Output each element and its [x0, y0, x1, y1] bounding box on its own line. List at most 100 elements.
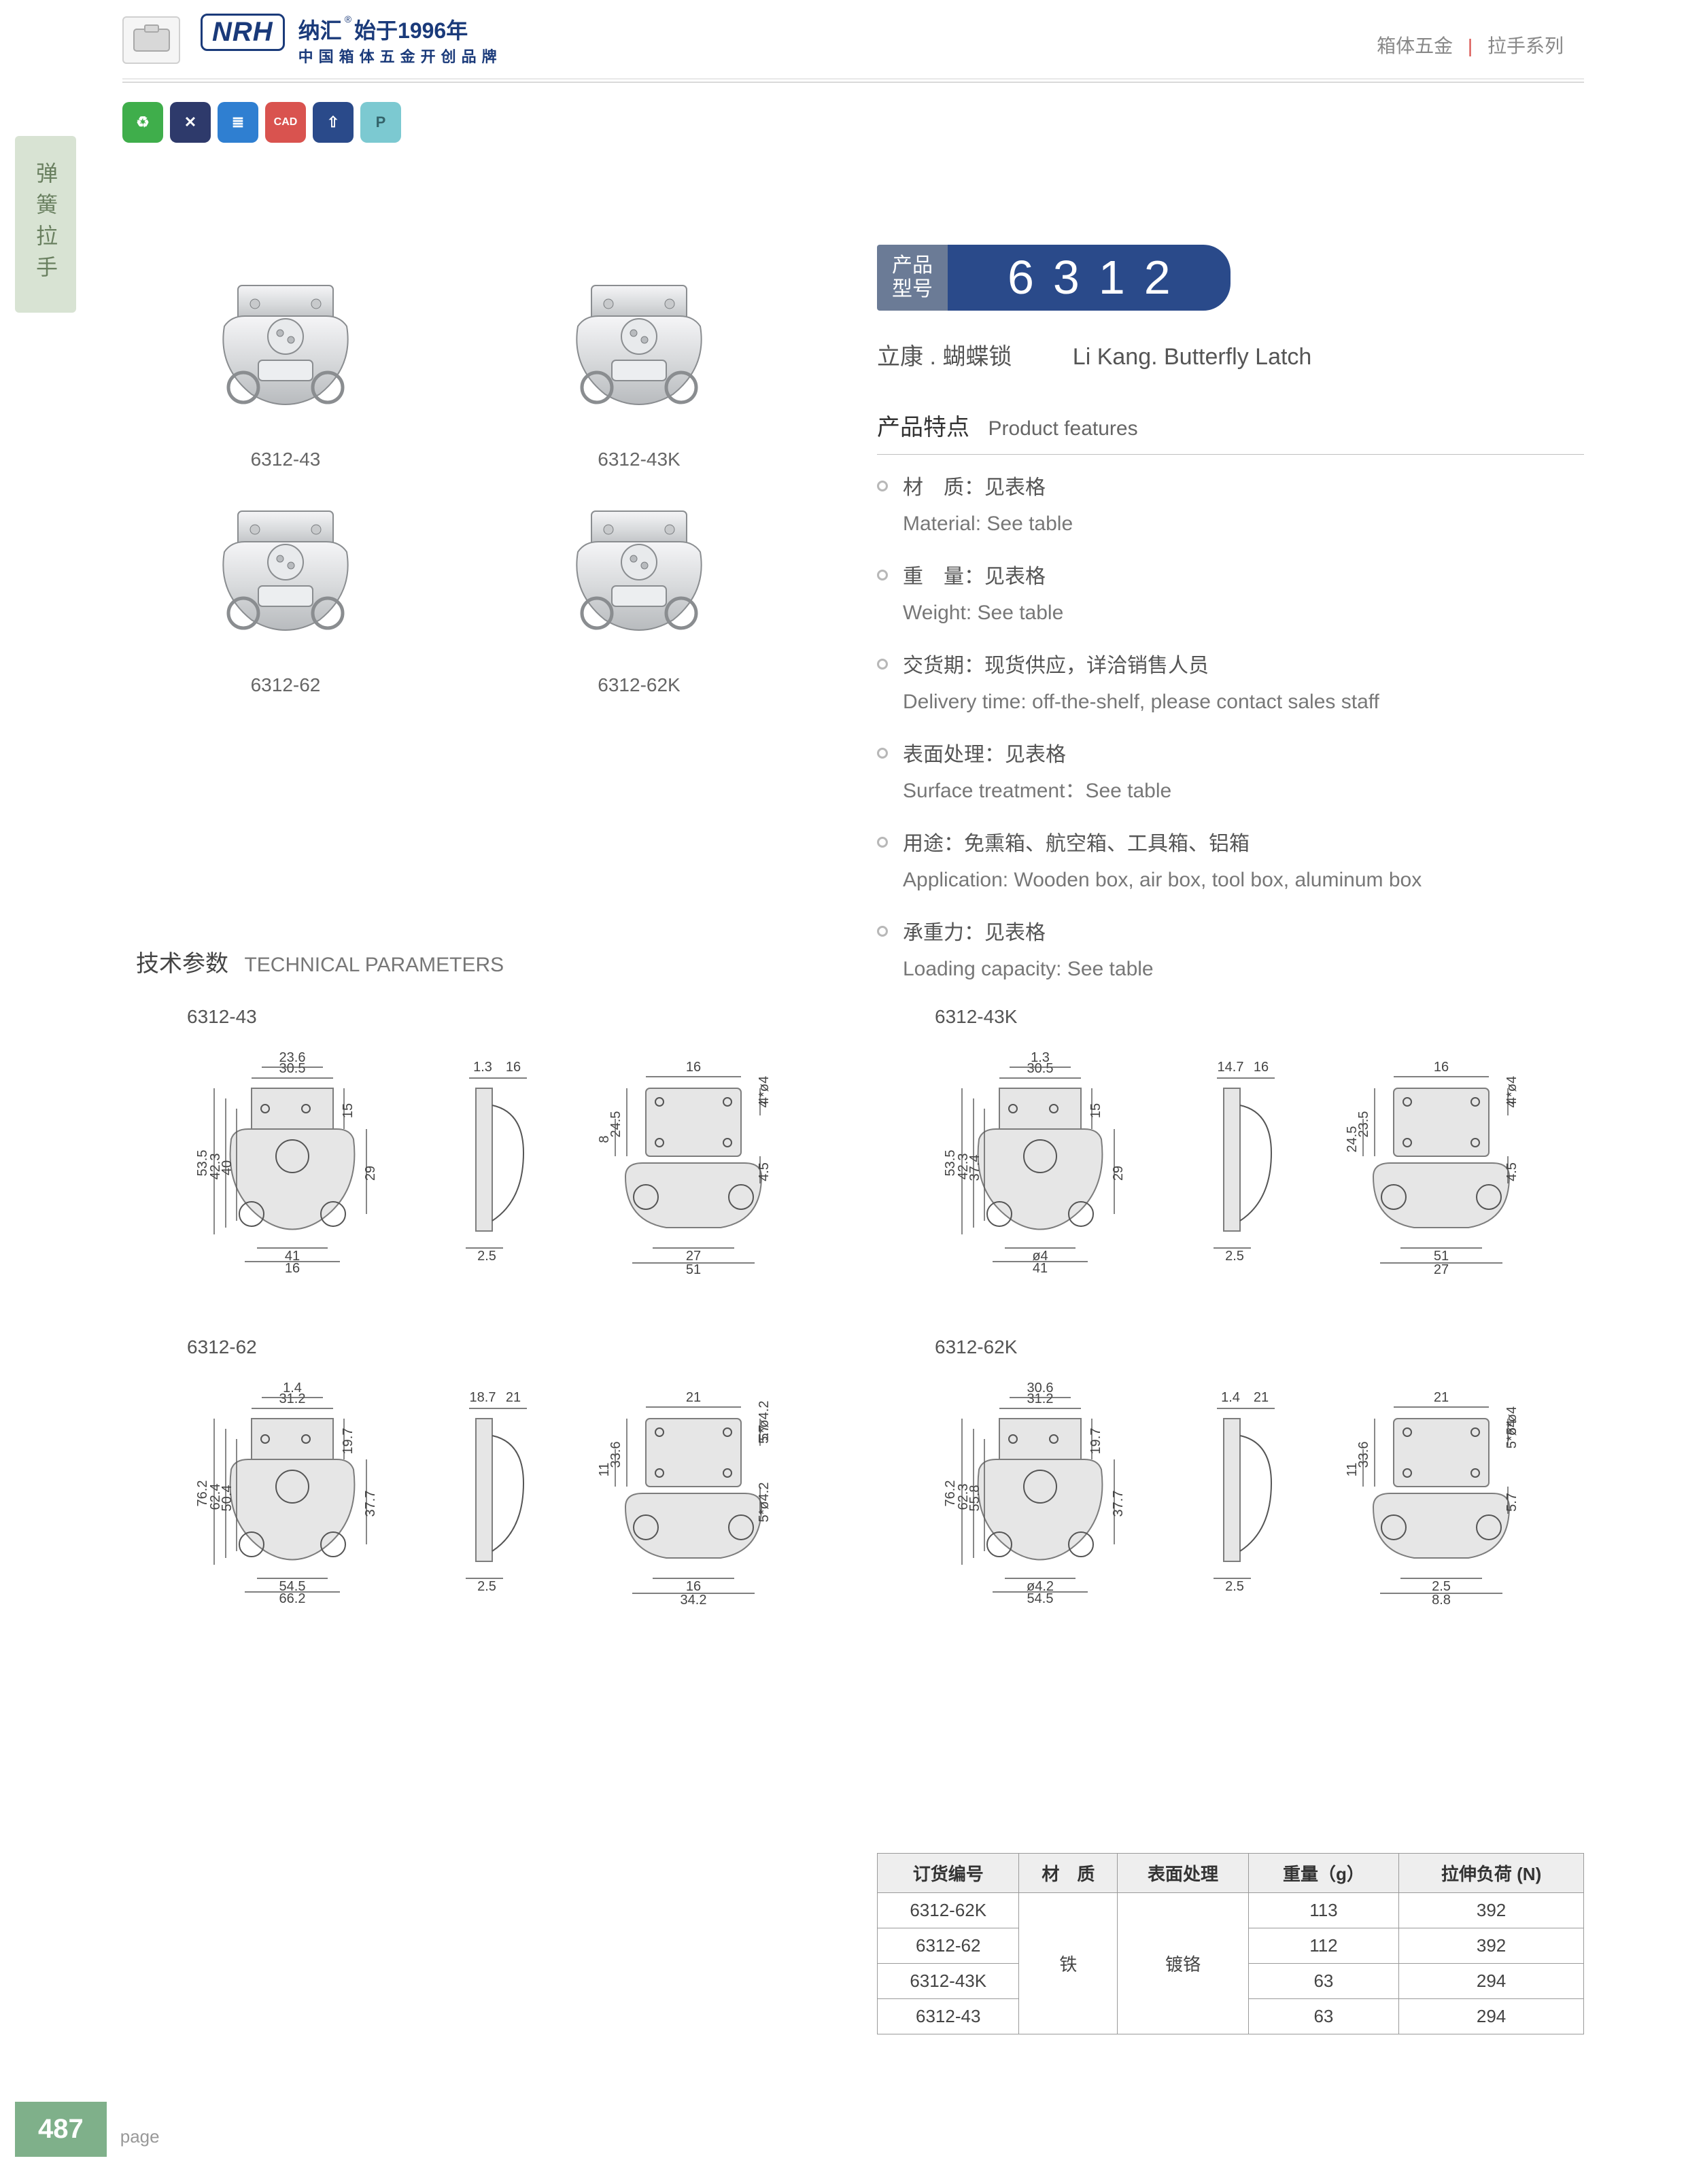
th-treatment: 表面处理 [1118, 1854, 1248, 1893]
svg-text:16: 16 [285, 1261, 300, 1275]
svg-text:21: 21 [686, 1390, 701, 1405]
svg-text:4: 4 [1504, 1100, 1519, 1107]
model-label-l2: 型号 [892, 278, 933, 302]
svg-text:41: 41 [1033, 1261, 1048, 1275]
drawing-label: 6312-62 [187, 1336, 829, 1358]
eco-badge-icon: ♻ [122, 102, 163, 143]
crumb-category: 箱体五金 [1377, 35, 1453, 56]
features-heading-en: Product features [988, 417, 1137, 440]
svg-text:1.3: 1.3 [473, 1060, 492, 1075]
latch-image-icon [150, 498, 422, 661]
top-view-icon: 16 4*ø4 24.5 8 4 4.5 27 51 [578, 1051, 795, 1275]
feature-cn: 承重力：见表格 [903, 922, 1046, 944]
svg-text:1.4: 1.4 [283, 1381, 302, 1396]
td-material: 铁 [1019, 1893, 1118, 2034]
product-category-icon [122, 16, 180, 64]
svg-text:51: 51 [1434, 1249, 1449, 1264]
model-label: 产品 型号 [877, 245, 948, 311]
svg-text:66.2: 66.2 [279, 1591, 306, 1606]
td-weight: 113 [1248, 1893, 1399, 1928]
svg-text:37.7: 37.7 [1111, 1491, 1126, 1517]
feature-en: Application: Wooden box, air box, tool b… [903, 865, 1422, 897]
svg-text:5*ø4: 5*ø4 [1504, 1420, 1519, 1449]
svg-text:16: 16 [686, 1579, 701, 1594]
spring-badge-icon: ≣ [218, 102, 258, 143]
breadcrumb: 箱体五金 | 拉手系列 [1377, 31, 1564, 58]
td-weight: 112 [1248, 1928, 1399, 1964]
cad-badge-icon: CAD [265, 102, 306, 143]
side-view-icon: 18.7 21 2.5 [422, 1381, 551, 1606]
svg-text:23.6: 23.6 [279, 1051, 306, 1065]
svg-text:40: 40 [220, 1160, 235, 1175]
th-code: 订货编号 [878, 1854, 1019, 1893]
bullet-icon [877, 926, 888, 937]
feature-en: Delivery time: off-the-shelf, please con… [903, 687, 1379, 718]
feature-en: Weight: See table [903, 597, 1063, 629]
header-rule [122, 82, 1584, 83]
svg-text:14.7: 14.7 [1218, 1060, 1244, 1075]
page-number: 487 [15, 2102, 107, 2157]
svg-text:29: 29 [1111, 1166, 1126, 1181]
table-header: 订货编号 材 质 表面处理 重量（g） 拉伸负荷 (N) [878, 1854, 1584, 1893]
product-photo: 6312-43K [503, 272, 775, 470]
td-treatment: 镀铬 [1118, 1893, 1248, 2034]
feature-cn: 用途：免熏箱、航空箱、工具箱、铝箱 [903, 833, 1250, 855]
feature-item: 用途：免熏箱、航空箱、工具箱、铝箱 Application: Wooden bo… [877, 829, 1584, 896]
svg-text:54.5: 54.5 [1027, 1591, 1054, 1606]
feature-item: 交货期：现货供应，详洽销售人员 Delivery time: off-the-s… [877, 651, 1584, 718]
svg-text:24.5: 24.5 [608, 1111, 623, 1138]
page-header: NRH 纳汇 ® 始于1996年 中国箱体五金开创品牌 箱体五金 | 拉手系列 [0, 14, 1686, 95]
td-load: 392 [1399, 1928, 1584, 1964]
svg-text:21: 21 [1254, 1390, 1269, 1405]
svg-text:2.5: 2.5 [1432, 1579, 1451, 1594]
latch-image-icon [503, 272, 775, 435]
tools-badge-icon: ✕ [170, 102, 211, 143]
drawing-label: 6312-62K [935, 1336, 1577, 1358]
td-code: 6312-43K [878, 1964, 1019, 1999]
td-load: 294 [1399, 1964, 1584, 1999]
front-view-icon: 31.2 30.6 76.2 62.3 55.8 19.7 37.7 ø4.2 … [925, 1381, 1142, 1606]
screw-badge-icon: ⇧ [313, 102, 354, 143]
feature-text: 承重力：见表格 Loading capacity: See table [903, 918, 1154, 985]
svg-text:11: 11 [597, 1463, 612, 1477]
svg-text:2.5: 2.5 [1225, 1579, 1244, 1594]
section-side-tab: 弹簧拉手 [15, 136, 76, 313]
product-photo-grid: 6312-43 6312-43K [150, 272, 775, 696]
svg-text:5*ø4.2: 5*ø4.2 [757, 1483, 772, 1523]
tech-heading: 技术参数 TECHNICAL PARAMETERS [136, 945, 504, 978]
reg-mark: ® [345, 14, 351, 24]
tech-heading-en: TECHNICAL PARAMETERS [244, 954, 504, 976]
brand-name-cn: 纳汇 [298, 14, 342, 45]
svg-text:2.5: 2.5 [477, 1249, 496, 1264]
features-list: 材 质：见表格 Material: See table 重 量：见表格 Weig… [877, 472, 1584, 985]
drawings-grid: 6312-43 30.5 23.6 53.5 42.3 40 15 29 41 … [177, 1006, 1584, 1606]
td-code: 6312-62K [878, 1893, 1019, 1928]
feature-cn: 交货期：现货供应，详洽销售人员 [903, 655, 1209, 677]
order-table: 订货编号 材 质 表面处理 重量（g） 拉伸负荷 (N) 6312-62K铁 镀… [877, 1853, 1584, 2034]
drawing-views: 31.2 30.6 76.2 62.3 55.8 19.7 37.7 ø4.2 … [925, 1381, 1577, 1606]
feature-en: Loading capacity: See table [903, 954, 1154, 986]
table-row: 6312-62K铁 镀铬 113 392 [878, 1893, 1584, 1928]
svg-text:11: 11 [1345, 1463, 1360, 1477]
side-view-icon: 1.3 16 2.5 [422, 1051, 551, 1275]
td-weight: 63 [1248, 1999, 1399, 2034]
th-load: 拉伸负荷 (N) [1399, 1854, 1584, 1893]
drawing-label: 6312-43K [935, 1006, 1577, 1028]
svg-text:19.7: 19.7 [341, 1428, 356, 1455]
brand-subtitle: 中国箱体五金开创品牌 [298, 45, 502, 67]
svg-text:50.4: 50.4 [220, 1485, 235, 1512]
badge-row: ♻ ✕ ≣ CAD ⇧ P [122, 102, 401, 143]
svg-text:16: 16 [686, 1060, 701, 1075]
svg-text:55.8: 55.8 [967, 1485, 982, 1512]
features-heading-cn: 产品特点 [877, 415, 969, 440]
side-view-icon: 14.7 16 2.5 [1169, 1051, 1298, 1275]
svg-text:15: 15 [341, 1103, 356, 1118]
svg-text:4.5: 4.5 [757, 1162, 772, 1181]
th-material: 材 质 [1019, 1854, 1118, 1893]
bullet-icon [877, 481, 888, 491]
svg-text:5.7: 5.7 [757, 1425, 772, 1444]
drawing-cell: 6312-62 31.2 1.4 76.2 62.4 50.4 19.7 37.… [177, 1336, 829, 1606]
feature-item: 材 质：见表格 Material: See table [877, 472, 1584, 540]
brand-text: 纳汇 ® 始于1996年 中国箱体五金开创品牌 [298, 14, 502, 67]
svg-text:16: 16 [506, 1060, 521, 1075]
